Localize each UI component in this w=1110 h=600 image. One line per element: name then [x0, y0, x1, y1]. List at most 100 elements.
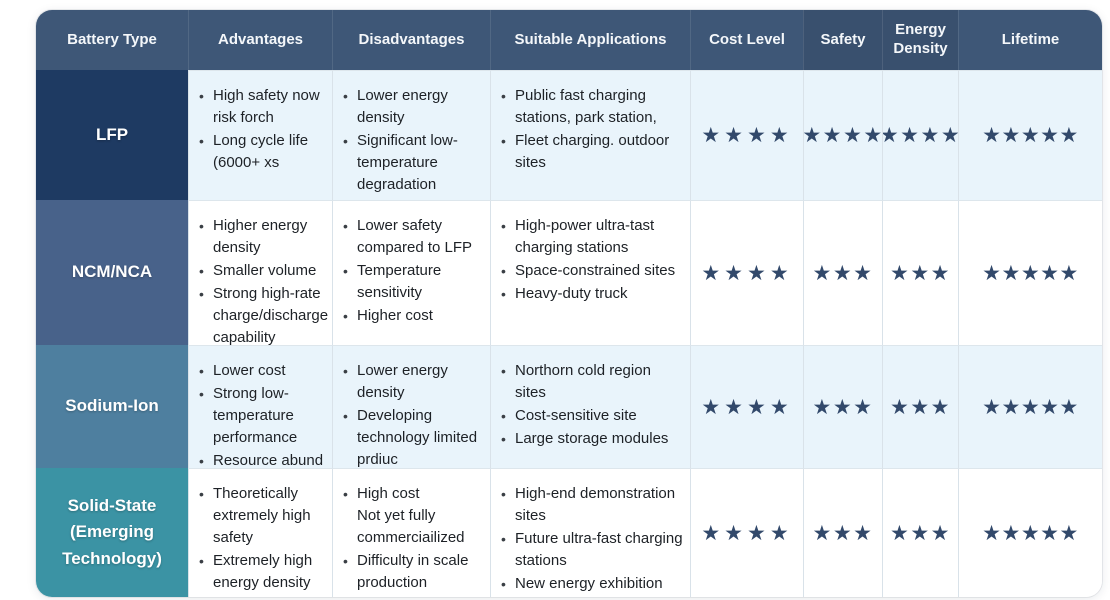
battery-row-ncm-nca: NCM/NCA • Higher energy density • Smaller vo…: [36, 200, 1102, 345]
suitable-applications-cell: • Northorn cold region sites • Cost-sensiti…: [490, 345, 690, 468]
bullet-text: Future ultra-fast charging stations: [515, 530, 683, 570]
bullet-text: Lower safety compared to LFP: [357, 217, 473, 257]
battery-row-sodium-ion: Sodium-Ion • Lower cost • Strong low-tempera…: [36, 345, 1102, 468]
table-header-row: Battery Type Advantages Disadvantages Suita…: [36, 10, 1102, 70]
bullet-text: Large storage modules: [515, 430, 669, 448]
bullet-text: High cost Not yet fully commerciailized: [357, 485, 465, 547]
bullet-item: • Strong low-temperature performance: [199, 383, 326, 449]
bullet-item: • Extremely high energy density: [199, 550, 326, 594]
column-header-energy-density: Energy Density: [882, 10, 958, 70]
bullet-text: Theoretically extremely high safety: [213, 485, 311, 547]
bullet-icon: •: [343, 363, 348, 379]
bullet-text: Difficulty in scale production: [357, 552, 469, 592]
rating-stars-lifetime-stars: ★★★★★: [958, 200, 1102, 345]
bullet-item: • Space-constrained sites: [501, 260, 684, 282]
battery-type-cell: LFP: [36, 70, 188, 200]
bullet-icon: •: [199, 286, 204, 303]
bullet-text: Strong low-temperature performance: [213, 385, 298, 447]
bullet-icon: •: [501, 431, 506, 448]
rating-stars-safety-stars: ★★★: [803, 345, 882, 468]
column-header-suitable-applications: Suitable Applications: [490, 10, 690, 70]
bullet-icon: •: [199, 88, 204, 104]
advantages-cell: • Theoretically extremely high safety • Ext…: [188, 468, 332, 597]
suitable-applications-cell: • Public fast charging stations, park sta…: [490, 70, 690, 200]
advantages-cell: • Higher energy density • Smaller volume • St…: [188, 200, 332, 345]
bullet-item: • Fleet charging. outdoor sites: [501, 130, 684, 174]
bullet-item: • Temperature sensitivity: [343, 260, 484, 304]
rating-stars-safety-stars: ★★★★: [803, 70, 882, 200]
bullet-text: Resource abund: [213, 452, 324, 468]
disadvantages-list: • Lower energy density • Significant low-te…: [343, 85, 484, 196]
rating-stars-cost-level-stars: ★★★★: [690, 70, 803, 200]
bullet-text: New energy exhibition: [515, 575, 663, 593]
bullet-icon: •: [501, 88, 506, 104]
bullet-icon: •: [199, 486, 204, 502]
bullet-item: • Significant low-temperature degradation: [343, 130, 484, 196]
rating-stars-lifetime-stars: ★★★★★: [958, 70, 1102, 200]
bullet-item: • High cost Not yet fully commerciailized: [343, 483, 484, 549]
suitable-applications-cell: • High-end demonstration sites • Future ult…: [490, 468, 690, 597]
bullet-item: • Public fast charging stations, park sta…: [501, 85, 684, 129]
disadvantages-cell: • Lower safety compared to LFP • Temperatur…: [332, 200, 490, 345]
bullet-item: • Lower cost: [199, 360, 326, 382]
bullet-text: Developing technology limited prdiuc: [357, 407, 478, 468]
bullet-text: Lower energy density: [357, 87, 448, 127]
bullet-item: • Large storage modules: [501, 428, 684, 450]
rating-stars-safety-stars: ★★★: [803, 200, 882, 345]
bullet-icon: •: [343, 486, 348, 502]
bullet-icon: •: [343, 218, 348, 234]
bullet-item: • Lower energy density: [343, 360, 484, 404]
bullet-icon: •: [199, 218, 204, 234]
bullet-item: • New energy exhibition: [501, 573, 684, 595]
bullet-icon: •: [501, 286, 506, 303]
bullet-item: • High safety now risk forch: [199, 85, 326, 129]
disadvantages-list: • High cost Not yet fully commerciailized…: [343, 483, 484, 594]
rating-stars-energy-density-stars: ★★★: [882, 345, 958, 468]
bullet-item: • High-power ultra-tast charging stations: [501, 215, 684, 259]
battery-type-cell: Sodium-Ion: [36, 345, 188, 468]
bullet-icon: •: [501, 218, 506, 234]
advantages-list: • Higher energy density • Smaller volume • St…: [199, 215, 328, 345]
bullet-item: • Lower energy density: [343, 85, 484, 129]
bullet-icon: •: [199, 386, 204, 403]
bullet-text: Northorn cold region sites: [515, 362, 651, 402]
advantages-list: • Theoretically extremely high safety • Ext…: [199, 483, 326, 594]
bullet-icon: •: [343, 263, 348, 280]
bullet-text: Significant low-temperature degradation: [357, 132, 458, 194]
bullet-text: Heavy-duty truck: [515, 285, 628, 303]
bullet-text: Public fast charging stations, park stat…: [515, 87, 657, 127]
suitable-applications-cell: • High-power ultra-tast charging stations…: [490, 200, 690, 345]
rating-stars-lifetime-stars: ★★★★★: [958, 345, 1102, 468]
rating-stars-safety-stars: ★★★: [803, 468, 882, 597]
bullet-item: • Developing technology limited prdiuc: [343, 405, 484, 468]
bullet-item: • Cost-sensitive site: [501, 405, 684, 427]
battery-type-cell: NCM/NCA: [36, 200, 188, 345]
disadvantages-cell: • Lower energy density • Significant low-te…: [332, 70, 490, 200]
bullet-icon: •: [501, 486, 506, 502]
suitable-applications-list: • Northorn cold region sites • Cost-sensiti…: [501, 360, 684, 450]
bullet-item: • Future ultra-fast charging stations: [501, 528, 684, 572]
rating-stars-cost-level-stars: ★★★★: [690, 345, 803, 468]
battery-type-cell: Solid-State (Emerging Technology): [36, 468, 188, 597]
suitable-applications-list: • High-power ultra-tast charging stations…: [501, 215, 684, 305]
bullet-item: • Long cycle life (6000+ xs: [199, 130, 326, 174]
bullet-text: High-power ultra-tast charging stations: [515, 217, 655, 257]
bullet-item: • Heavy-duty truck: [501, 283, 684, 305]
rating-stars-energy-density-stars: ★★★: [882, 200, 958, 345]
bullet-text: High-end demonstration sites: [515, 485, 676, 525]
bullet-item: • Higher cost: [343, 305, 484, 327]
bullet-text: Higher cost: [357, 307, 433, 325]
bullet-icon: •: [501, 531, 506, 548]
advantages-list: • Lower cost • Strong low-temperature perfo…: [199, 360, 326, 468]
bullet-icon: •: [343, 88, 348, 104]
bullet-text: Lower energy density: [357, 362, 448, 402]
column-header-cost-level: Cost Level: [690, 10, 803, 70]
bullet-text: Cost-sensitive site: [515, 407, 637, 425]
bullet-icon: •: [343, 408, 348, 425]
bullet-text: Long cycle life (6000+ xs: [213, 132, 309, 172]
bullet-icon: •: [343, 133, 348, 150]
bullet-text: Smaller volume: [213, 262, 317, 280]
bullet-text: Lower cost: [213, 362, 286, 379]
column-header-lifetime: Lifetime: [958, 10, 1102, 70]
bullet-icon: •: [501, 263, 506, 280]
